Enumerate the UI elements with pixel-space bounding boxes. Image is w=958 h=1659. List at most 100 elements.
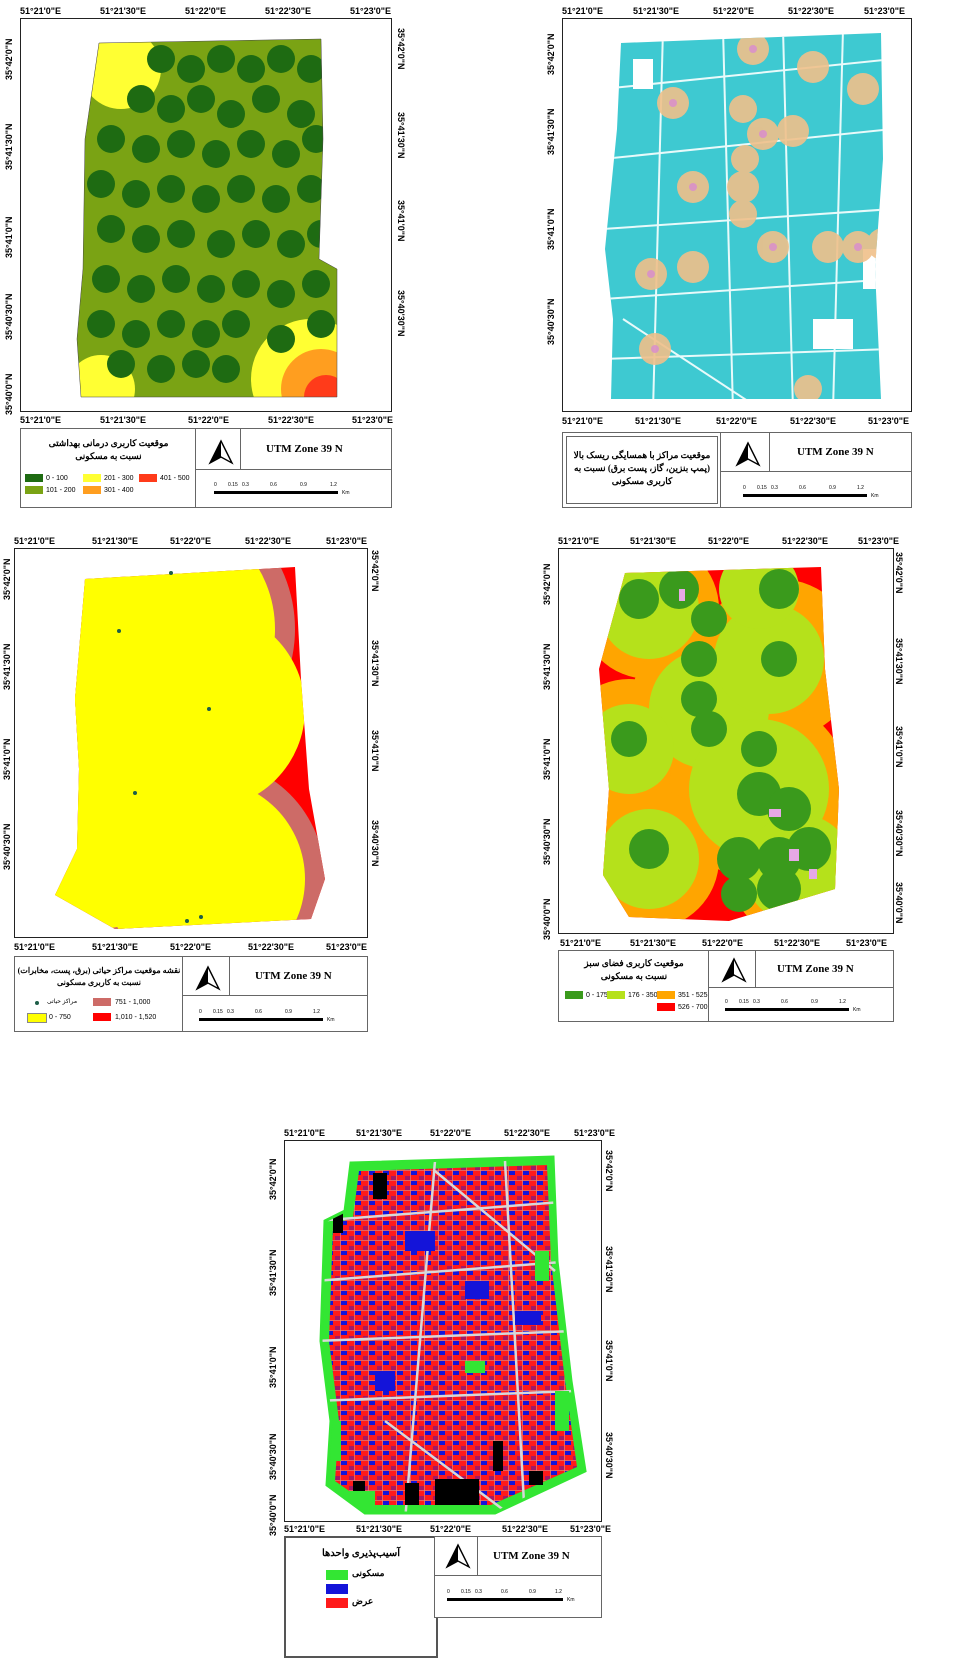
north-utm-box: UTM Zone 39 N 0 0.15 0.3 0.6 0.9 1.2 Km (720, 432, 912, 508)
lat-tick-right: 35°40'0"N (894, 882, 904, 924)
legend-subtitle: نسبت به مسکونی (600, 971, 668, 981)
lon-tick: 51°22'0"E (185, 6, 227, 16)
lat-tick: 35°42'0"N (2, 558, 12, 600)
lon-tick: 51°22'30"E (782, 536, 829, 546)
map-frame (14, 548, 368, 938)
lat-tick: 35°41'30"N (2, 643, 12, 690)
utm-label: UTM Zone 39 N (255, 970, 332, 982)
lon-tick-bottom: 51°22'0"E (430, 1524, 472, 1534)
legend-swatch (657, 991, 675, 999)
lon-tick: 51°21'30"E (100, 6, 147, 16)
legend-title: آسیب‌پذیری واحدها (321, 1548, 400, 1559)
scale-label: 0.6 (781, 999, 788, 1005)
lon-tick: 51°23'0"E (858, 536, 900, 546)
map-frame (562, 18, 912, 412)
legend-label: 0 - 750 (49, 1014, 71, 1021)
legend-label: 201 - 300 (104, 475, 134, 482)
scale-label: 1.2 (313, 1009, 320, 1015)
scale-label: 0 (447, 1589, 450, 1595)
legend-label: 101 - 200 (46, 487, 76, 494)
lon-tick: 51°22'0"E (713, 6, 755, 16)
panel-green-map: 51°21'0"E 51°21'30"E 51°22'0"E 51°22'30"… (538, 530, 958, 1050)
legend: موقعیت کاربری فضای سبز نسبت به مسکونی 0 … (558, 950, 710, 1022)
lon-tick-bottom: 51°21'0"E (562, 416, 604, 426)
legend-swatch (93, 1013, 111, 1021)
scale-label: 1.2 (857, 485, 864, 491)
legend-swatch (139, 474, 157, 482)
utm-label: UTM Zone 39 N (777, 963, 854, 975)
lat-tick-right: 35°42'0"N (604, 1150, 614, 1192)
lat-tick: 35°42'0"N (4, 38, 14, 80)
lon-tick-bottom: 51°23'0"E (570, 1524, 612, 1534)
vital-map-graphic (55, 567, 325, 929)
scale-label: 1.2 (555, 1589, 562, 1595)
lon-tick-bottom: 51°22'30"E (790, 416, 837, 426)
scale-label: 0.3 (475, 1589, 482, 1595)
lon-tick: 51°22'0"E (170, 536, 212, 546)
scale-label: 0 (214, 482, 217, 488)
health-map-graphic (76, 38, 338, 398)
legend: نقشه موقعیت مراکز حیاتی (برق، پست، مخابر… (14, 956, 184, 1032)
legend-swatch (83, 486, 101, 494)
lat-tick-right: 35°41'30"N (396, 112, 406, 159)
lon-tick-bottom: 51°23'0"E (868, 416, 910, 426)
scale-label: 1.2 (839, 999, 846, 1005)
vulnerability-map-graphic (319, 1155, 587, 1515)
green-map-graphic (599, 567, 839, 921)
lon-tick-bottom: 51°21'0"E (14, 942, 56, 952)
lon-tick-bottom: 51°22'30"E (502, 1524, 549, 1534)
lat-tick-right: 35°41'0"N (894, 726, 904, 768)
lat-tick: 35°40'30"N (4, 293, 14, 340)
scale-label: 0 (743, 485, 746, 491)
lon-tick: 51°22'30"E (265, 6, 312, 16)
legend-swatch (326, 1598, 348, 1608)
scale-label: 0.3 (771, 485, 778, 491)
scale-label: 0.9 (811, 999, 818, 1005)
lon-tick-bottom: 51°23'0"E (326, 942, 368, 952)
legend-label: عرض (352, 1596, 374, 1606)
lat-tick-right: 35°41'30"N (604, 1246, 614, 1293)
lat-tick: 35°41'30"N (542, 643, 552, 690)
lon-tick-bottom: 51°23'0"E (352, 415, 394, 425)
scale-label: 0.3 (242, 482, 249, 488)
lat-tick-right: 35°42'0"N (396, 28, 406, 70)
north-utm-box: UTM Zone 39 N 0 0.15 0.3 0.6 0.9 1.2 Km (195, 428, 392, 508)
lat-tick: 35°42'0"N (546, 33, 556, 75)
lon-tick-bottom: 51°21'30"E (92, 942, 139, 952)
legend-swatch (25, 474, 43, 482)
legend-swatch (27, 1013, 47, 1023)
lat-tick: 35°40'0"N (542, 898, 552, 940)
scale-label: 0 (725, 999, 728, 1005)
map-frame (20, 18, 392, 412)
scale-unit: Km (342, 490, 350, 496)
lat-tick-right: 35°42'0"N (894, 552, 904, 594)
lat-tick-right: 35°41'0"N (396, 200, 406, 242)
legend-title: موقعیت کاربری فضای سبز (584, 958, 684, 968)
lon-tick: 51°22'30"E (504, 1128, 551, 1138)
legend-swatch (326, 1584, 348, 1594)
lat-tick: 35°40'30"N (542, 818, 552, 865)
lat-tick: 35°41'0"N (268, 1346, 278, 1388)
lat-tick-right: 35°40'30"N (396, 290, 406, 337)
lon-tick-bottom: 51°21'0"E (20, 415, 62, 425)
legend-label: 1,010 - 1,520 (115, 1014, 157, 1021)
lon-tick: 51°21'0"E (284, 1128, 326, 1138)
scale-label: 0.15 (461, 1589, 471, 1595)
scale-unit: Km (871, 493, 879, 499)
north-arrow-icon (208, 439, 234, 465)
legend-swatch (83, 474, 101, 482)
panel-health-map: 51°21'0"E 51°21'30"E 51°22'0"E 51°22'30"… (0, 0, 420, 520)
lat-tick-right: 35°41'0"N (370, 730, 380, 772)
scale-bar (447, 1598, 563, 1601)
north-utm-box: UTM Zone 39 N 0 0.15 0.3 0.6 0.9 1.2 Km (708, 950, 894, 1022)
panel-risk-map: 51°21'0"E 51°21'30"E 51°22'0"E 51°22'30"… (538, 0, 958, 520)
lon-tick: 51°23'0"E (864, 6, 906, 16)
lon-tick: 51°23'0"E (350, 6, 392, 16)
legend-swatch (93, 998, 111, 1006)
scale-bar (214, 491, 338, 494)
lat-tick: 35°40'30"N (546, 298, 556, 345)
legend-label: 301 - 400 (104, 487, 134, 494)
north-arrow-icon (721, 957, 747, 983)
lon-tick: 51°22'30"E (245, 536, 292, 546)
lat-tick: 35°40'0"N (4, 373, 14, 415)
